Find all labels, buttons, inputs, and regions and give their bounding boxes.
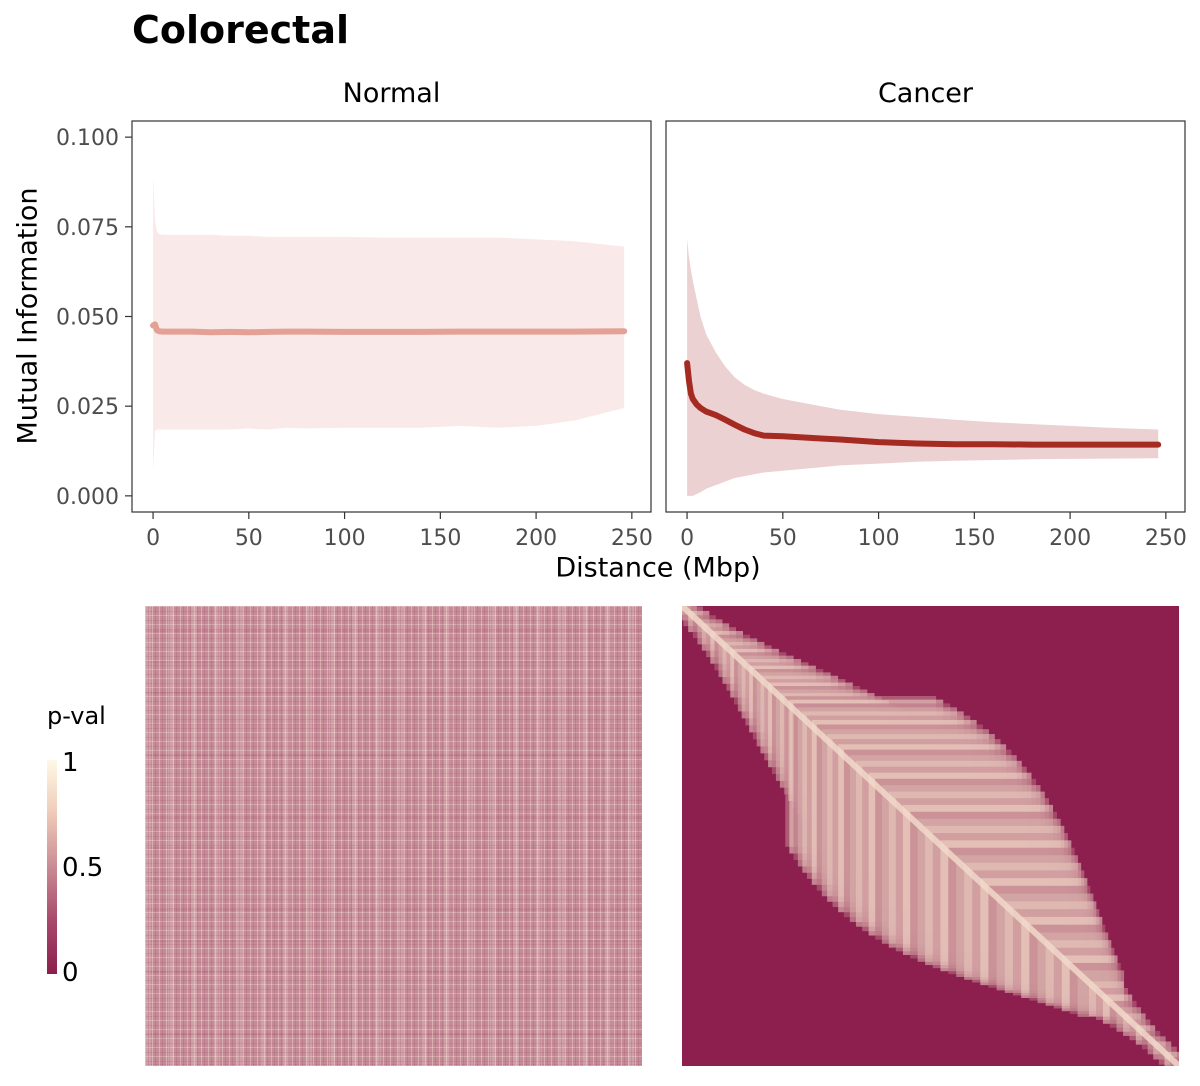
cancer-x-tick-label: 250 [1145,526,1187,551]
y-tick-label: 0.000 [56,485,119,510]
figure-title: Colorectal [132,8,349,52]
facet-label-normal: Normal [342,78,441,109]
x-axis-title: Distance (Mbp) [555,552,761,584]
normal-mean-line [150,321,628,336]
cancer-x-tick-label: 50 [769,526,797,551]
y-tick-label: 0.100 [56,126,119,151]
cancer-ci-ribbon [687,239,1159,496]
legend-tick-0: 0 [62,958,79,988]
normal-ci-ribbon [153,174,625,473]
normal-x-tick-label: 0 [146,526,160,551]
normal-heatmap [145,606,642,1066]
normal-x-tick-label: 200 [515,526,557,551]
cancer-panel-border [665,120,1186,513]
legend-tick-0-5: 0.5 [62,853,104,883]
legend-title: p-val [47,702,106,730]
y-tick-label: 0.075 [56,216,119,241]
cancer-x-tick-label: 0 [680,526,694,551]
cancer-heatmap [682,606,1179,1066]
cancer-heatmap-diagonal [682,606,1179,1066]
normal-x-tick-label: 50 [235,526,263,551]
facet-label-cancer: Cancer [877,78,974,109]
cancer-x-tick-label: 200 [1049,526,1091,551]
cancer-heatmap-band [682,606,1179,1066]
legend-color-bar [47,760,57,974]
normal-x-tick-label: 100 [324,526,366,551]
cancer-x-tick-label: 100 [858,526,900,551]
normal-x-tick-label: 250 [611,526,653,551]
cancer-x-tick-label: 150 [953,526,995,551]
cancer-mean-line [684,360,1162,448]
normal-line-plot: 0 50 100 150 200 250 0.000 0.025 0.050 0.075 0.100 [56,120,653,551]
legend-tick-1: 1 [62,748,79,778]
normal-x-tick-label: 150 [419,526,461,551]
y-tick-label: 0.025 [56,395,119,420]
cancer-line-plot: 0 50 100 150 200 250 [665,120,1187,551]
y-tick-label: 0.050 [56,306,119,331]
